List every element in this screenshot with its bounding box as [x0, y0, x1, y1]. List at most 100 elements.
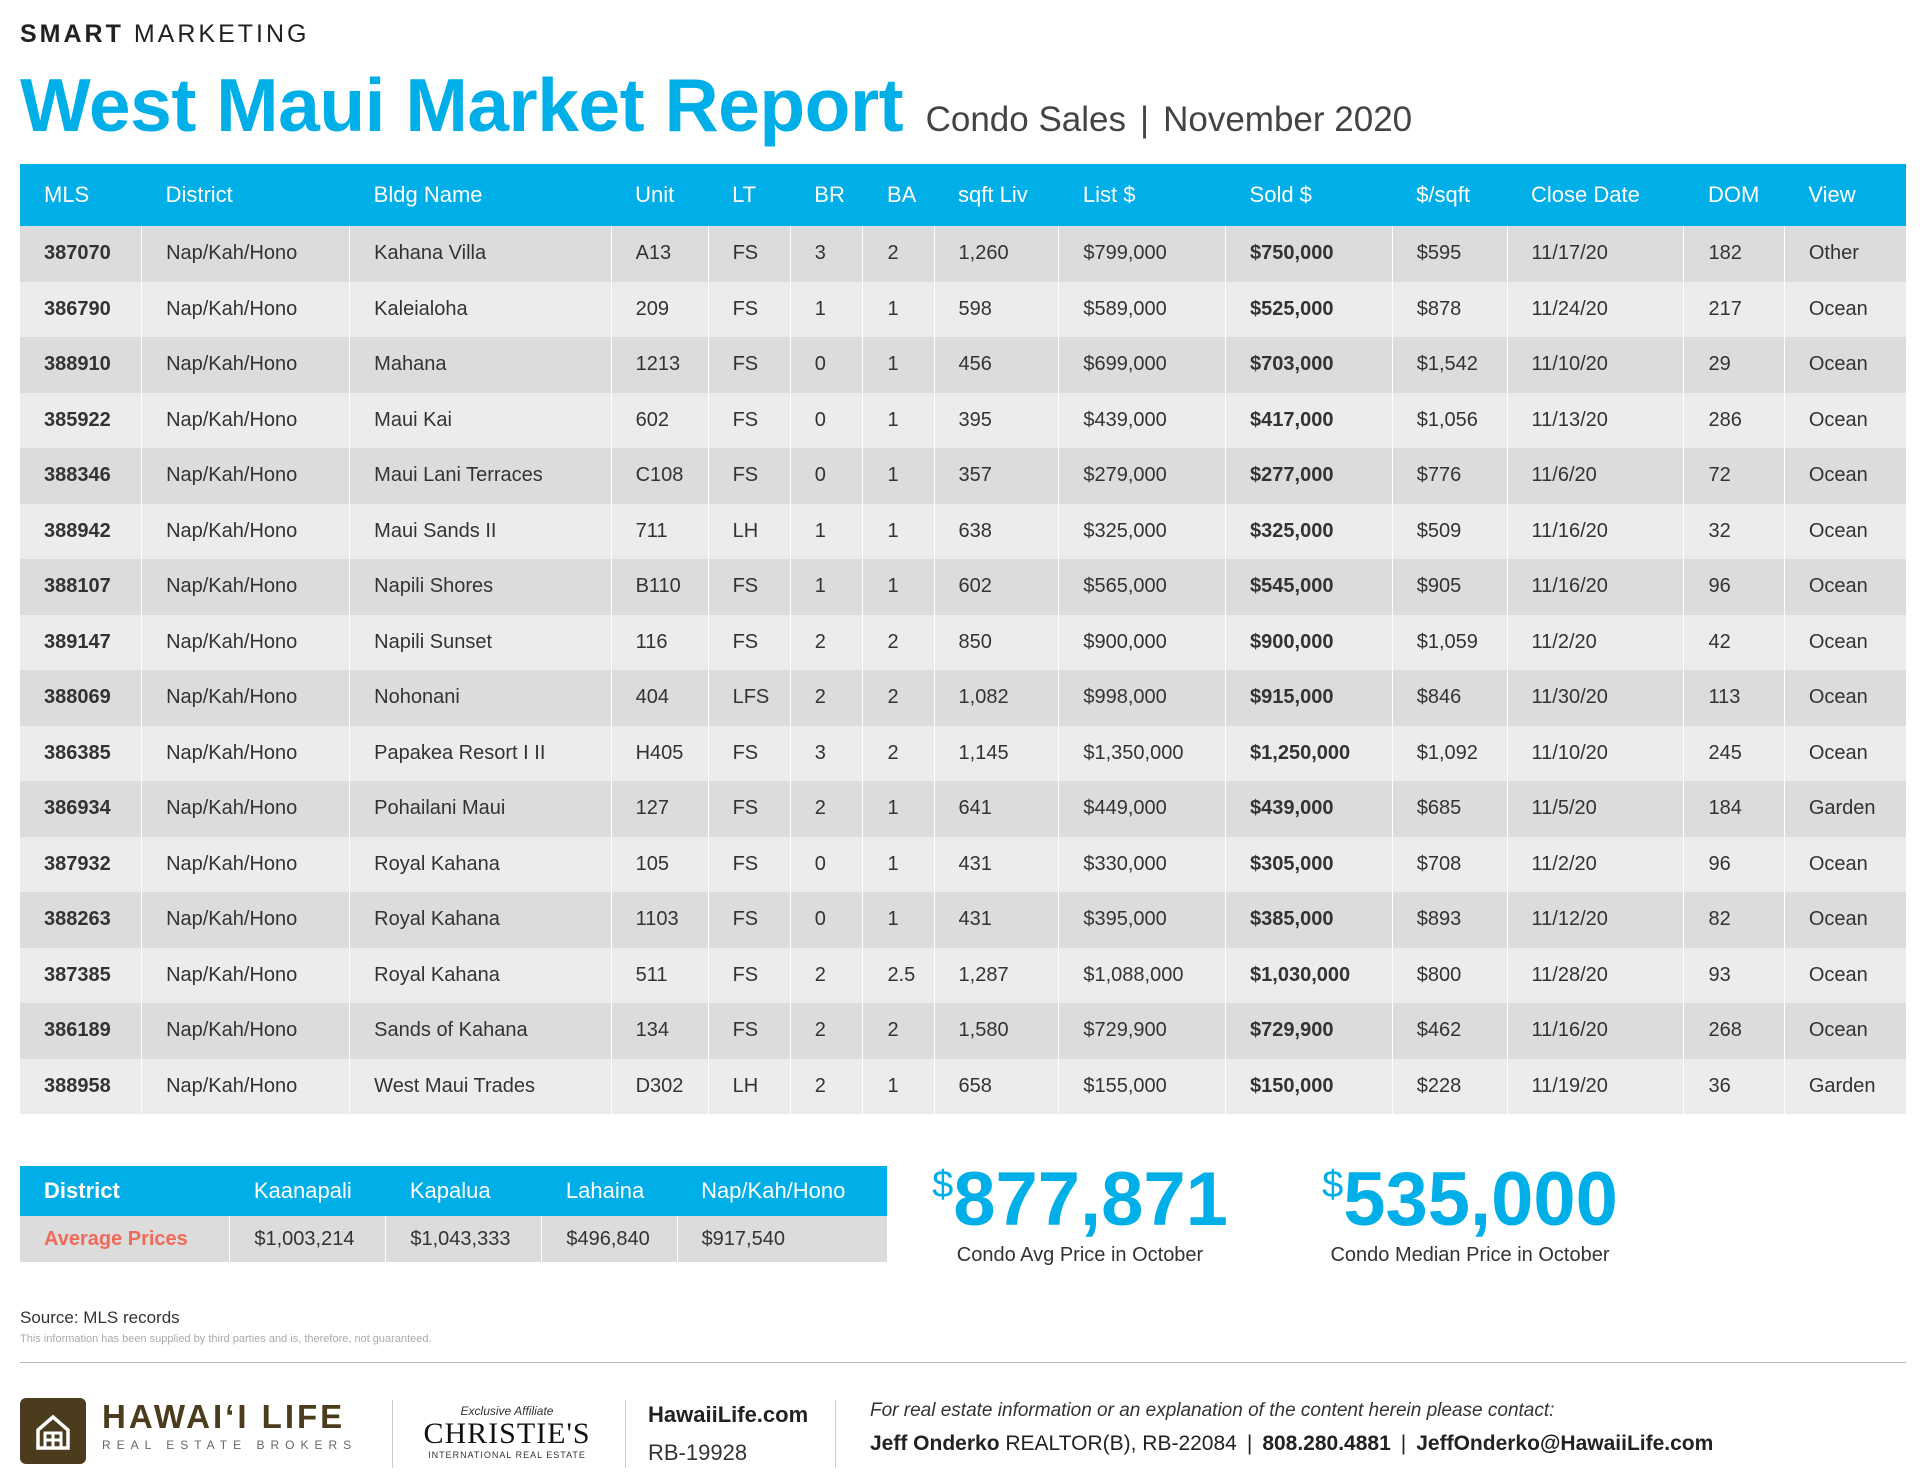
avg-price-number: 877,871 — [953, 1157, 1228, 1242]
district-average-price: $917,540 — [676, 1216, 887, 1262]
broker-license: RB-19928 — [648, 1440, 748, 1465]
cell-mls: 387385 — [20, 947, 142, 1003]
cell-bldg-name: Maui Sands II — [349, 503, 612, 559]
cell-dom: 96 — [1683, 836, 1785, 892]
cell-sqft-liv: 850 — [933, 614, 1059, 670]
cell-price-per-sqft: $228 — [1391, 1058, 1507, 1114]
contact-intro: For real estate information or an explan… — [870, 1400, 1555, 1421]
cell-list-price: $729,900 — [1058, 1003, 1226, 1059]
cell-list-price: $155,000 — [1058, 1058, 1226, 1114]
table-row: 387070 Nap/Kah/Hono Kahana Villa A13 FS 3 2 1,2… — [20, 226, 1906, 282]
cell-sold-price: $703,000 — [1225, 337, 1393, 393]
cell-district: Nap/Kah/Hono — [141, 559, 350, 615]
contact-block: For real estate information or an explan… — [870, 1400, 1713, 1456]
cell-close-date: 11/19/20 — [1506, 1058, 1684, 1114]
cell-sold-price: $900,000 — [1225, 614, 1393, 670]
cell-ba: 1 — [862, 1058, 935, 1114]
column-header-lt: LT — [708, 164, 791, 226]
cell-lt: FS — [707, 559, 791, 615]
cell-sqft-liv: 431 — [933, 836, 1059, 892]
cell-sold-price: $1,250,000 — [1225, 725, 1393, 781]
cell-br: 0 — [789, 337, 863, 393]
district-table-row: Average Prices $1,003,214 $1,043,333 $496,8… — [20, 1216, 887, 1262]
cell-list-price: $1,088,000 — [1058, 947, 1226, 1003]
cell-bldg-name: Pohailani Maui — [349, 781, 612, 837]
cell-unit: 134 — [610, 1003, 709, 1059]
sales-table: MLS District Bldg Name Unit LT BR BA sqft Liv Li… — [20, 164, 1906, 1114]
cell-sqft-liv: 1,260 — [933, 226, 1059, 282]
cell-sold-price: $750,000 — [1225, 226, 1393, 282]
district-header-cell: Lahaina — [541, 1166, 678, 1216]
district-header-cell: Kapalua — [385, 1166, 542, 1216]
district-header-cell: District — [20, 1166, 230, 1216]
avg-price-currency: $ — [932, 1164, 954, 1206]
table-row: 386189 Nap/Kah/Hono Sands of Kahana 134 FS 2 2… — [20, 1003, 1906, 1059]
series-label-bold: SMART — [20, 20, 124, 48]
cell-dom: 245 — [1683, 725, 1785, 781]
cell-unit: 602 — [610, 392, 709, 448]
avg-price-label: Condo Avg Price in October — [956, 1244, 1204, 1266]
cell-close-date: 11/6/20 — [1506, 448, 1684, 504]
cell-district: Nap/Kah/Hono — [141, 781, 350, 837]
cell-price-per-sqft: $595 — [1391, 226, 1507, 282]
agent-email[interactable]: JeffOnderko@HawaiiLife.com — [1416, 1432, 1714, 1455]
disclaimer: This information has been supplied by th… — [20, 1333, 432, 1345]
website-link[interactable]: HawaiiLife.com — [648, 1402, 809, 1427]
cell-bldg-name: Sands of Kahana — [349, 1003, 612, 1059]
cell-close-date: 11/5/20 — [1506, 781, 1684, 837]
brand-subtitle: REAL ESTATE BROKERS — [102, 1438, 358, 1452]
cell-district: Nap/Kah/Hono — [141, 1003, 350, 1059]
subtitle-category: Condo Sales — [925, 100, 1126, 139]
cell-district: Nap/Kah/Hono — [141, 281, 350, 337]
median-price-currency: $ — [1322, 1164, 1344, 1206]
cell-close-date: 11/12/20 — [1506, 892, 1684, 948]
cell-price-per-sqft: $509 — [1391, 503, 1507, 559]
cell-lt: FS — [707, 836, 791, 892]
cell-view: Garden — [1783, 781, 1906, 837]
cell-bldg-name: Kahana Villa — [349, 226, 612, 282]
cell-view: Ocean — [1783, 337, 1906, 393]
agent-phone[interactable]: 808.280.4881 — [1262, 1432, 1391, 1455]
cell-bldg-name: West Maui Trades — [349, 1058, 612, 1114]
cell-view: Ocean — [1783, 947, 1906, 1003]
table-row: 388069 Nap/Kah/Hono Nohonani 404 LFS 2 2 1,082 $… — [20, 670, 1906, 726]
cell-bldg-name: Napili Shores — [349, 559, 612, 615]
cell-br: 2 — [789, 670, 863, 726]
column-header-close-date: Close Date — [1507, 164, 1684, 226]
cell-sqft-liv: 1,287 — [933, 947, 1059, 1003]
cell-list-price: $279,000 — [1058, 448, 1226, 504]
cell-br: 2 — [789, 1058, 863, 1114]
cell-list-price: $449,000 — [1058, 781, 1226, 837]
cell-sold-price: $439,000 — [1225, 781, 1393, 837]
christies-logo: Exclusive Affiliate CHRISTIE'S INTERNATI… — [412, 1404, 602, 1460]
brand-name: HAWAI‘I LIFE — [102, 1398, 346, 1435]
cell-unit: C108 — [610, 448, 709, 504]
cell-bldg-name: Kaleialoha — [349, 281, 612, 337]
cell-sold-price: $277,000 — [1225, 448, 1393, 504]
cell-district: Nap/Kah/Hono — [141, 947, 350, 1003]
cell-sold-price: $417,000 — [1225, 392, 1393, 448]
cell-mls: 388107 — [20, 559, 142, 615]
cell-lt: FS — [707, 947, 791, 1003]
cell-list-price: $799,000 — [1058, 226, 1226, 282]
table-row: 386790 Nap/Kah/Hono Kaleialoha 209 FS 1 1 598 $5… — [20, 281, 1906, 337]
hawaii-life-logo-icon — [20, 1398, 86, 1464]
cell-unit: 1103 — [610, 892, 709, 948]
cell-dom: 268 — [1683, 1003, 1785, 1059]
column-header-list-price: List $ — [1058, 164, 1226, 226]
cell-price-per-sqft: $800 — [1391, 947, 1507, 1003]
cell-district: Nap/Kah/Hono — [141, 448, 350, 504]
cell-district: Nap/Kah/Hono — [141, 670, 350, 726]
cell-close-date: 11/16/20 — [1506, 559, 1684, 615]
cell-unit: D302 — [610, 1058, 709, 1114]
cell-list-price: $900,000 — [1058, 614, 1226, 670]
agent-name: Jeff Onderko — [870, 1432, 1000, 1455]
cell-sold-price: $305,000 — [1225, 836, 1393, 892]
cell-district: Nap/Kah/Hono — [141, 226, 350, 282]
column-header-sold-price: Sold $ — [1225, 164, 1393, 226]
footer-divider-1 — [392, 1400, 393, 1468]
cell-ba: 2 — [862, 1003, 935, 1059]
avg-price-stat: $877,871 Condo Avg Price in October — [925, 1160, 1235, 1267]
cell-ba: 2.5 — [862, 947, 935, 1003]
cell-ba: 2 — [862, 614, 935, 670]
